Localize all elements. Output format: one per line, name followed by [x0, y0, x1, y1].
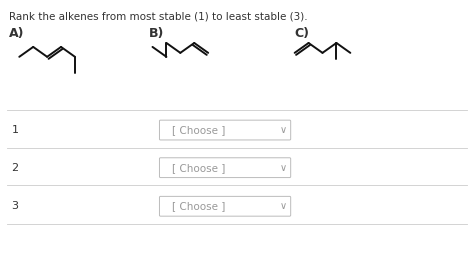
- FancyBboxPatch shape: [159, 158, 291, 178]
- Text: B): B): [148, 27, 164, 40]
- Text: ∨: ∨: [280, 125, 287, 135]
- Text: Rank the alkenes from most stable (1) to least stable (3).: Rank the alkenes from most stable (1) to…: [9, 11, 308, 21]
- Text: A): A): [9, 27, 25, 40]
- FancyBboxPatch shape: [159, 196, 291, 216]
- Text: ∨: ∨: [280, 201, 287, 211]
- Text: 1: 1: [11, 125, 18, 135]
- Text: 2: 2: [11, 163, 18, 173]
- Text: [ Choose ]: [ Choose ]: [173, 163, 226, 173]
- Text: ∨: ∨: [280, 163, 287, 173]
- Text: C): C): [295, 27, 310, 40]
- FancyBboxPatch shape: [159, 120, 291, 140]
- Text: 3: 3: [11, 201, 18, 211]
- Text: [ Choose ]: [ Choose ]: [173, 201, 226, 211]
- Text: [ Choose ]: [ Choose ]: [173, 125, 226, 135]
